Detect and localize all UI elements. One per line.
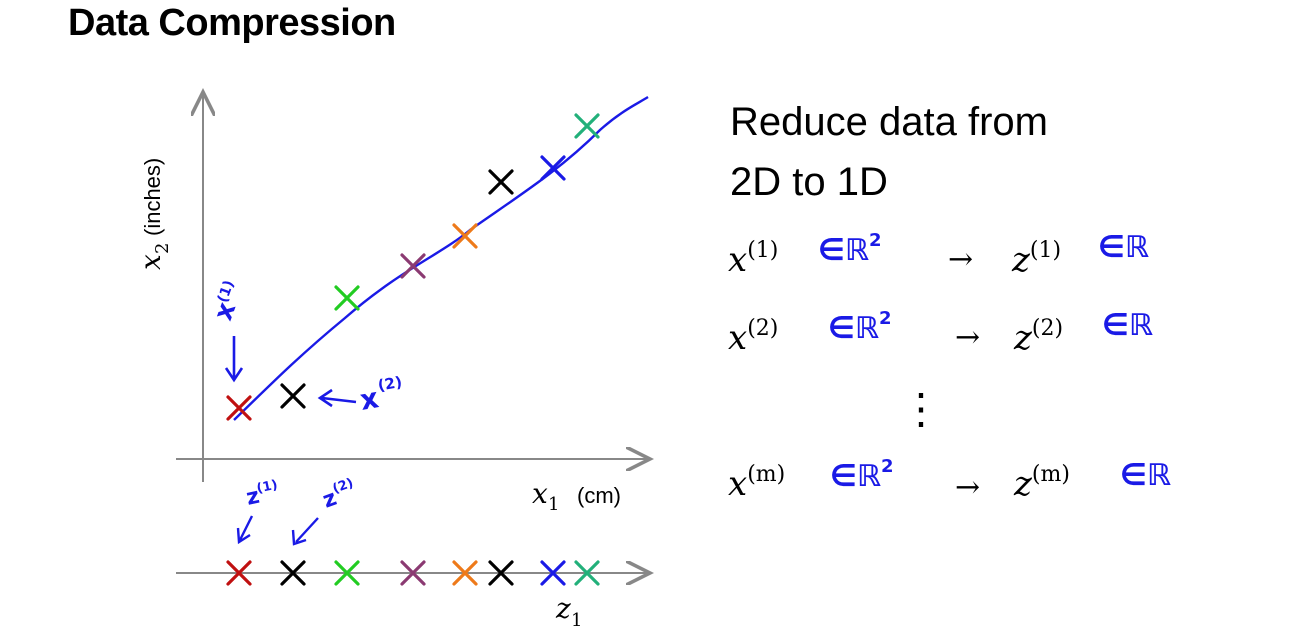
data-point-2d-3 [334,285,360,311]
page-title: Data Compression [68,2,396,44]
annotation-z2: z (2) [320,476,356,514]
data-point-2d-4 [400,253,426,279]
svg-text:x: x [134,254,167,270]
mapping-row-1-x-space: ∈ℝ2 [818,230,882,268]
mapping-row-m-arrow: → [955,470,981,505]
data-point-1d-7 [540,560,566,586]
svg-text:(1): (1) [215,278,238,305]
svg-text:x: x [357,381,381,417]
mapping-row-m-z-space: ∈ℝ [1120,458,1171,493]
mapping-row-1-z-space: ∈ℝ [1098,230,1149,265]
mapping-row-m-x-space: ∈ℝ2 [830,456,894,494]
data-point-1d-8 [574,560,600,586]
vertical-ellipsis: ⋮ [900,384,942,433]
projection-line [233,95,649,421]
annotation-z1-arrow [236,515,254,545]
data-point-1d-4 [400,560,426,586]
svg-text:(2): (2) [376,373,403,395]
mapping-row-m-z: z(m) [1014,462,1070,504]
svg-text:(1): (1) [255,478,279,497]
svg-text:x: x [532,477,548,510]
data-point-2d-5 [452,223,478,249]
description-line-1: Reduce data from [730,100,1048,144]
data-points-1d [226,560,600,586]
data-point-1d-2 [280,560,306,586]
annotation-z1: z (1) [244,478,279,511]
data-point-1d-1 [226,560,252,586]
description-line-2: 2D to 1D [730,160,888,204]
y-axis-label: x 2 (inches) [134,158,173,270]
svg-text:(cm): (cm) [577,483,621,508]
mapping-row-2-arrow: → [955,320,981,355]
data-point-1d-6 [488,560,514,586]
data-point-2d-1 [226,395,252,421]
mapping-row-1-z: z(1) [1012,238,1062,280]
annotation-x2: x (2) [357,373,403,417]
mapping-row-m-x: x(m) [728,462,786,504]
annotation-x1-arrow [224,336,244,383]
annotation-x2-arrow [317,388,357,408]
svg-text:1: 1 [571,610,582,631]
svg-text:(inches): (inches) [140,158,165,236]
mapping-row-1-arrow: → [948,242,974,277]
data-point-1d-5 [452,560,478,586]
x-axis-label: x 1 (cm) [532,477,621,515]
data-point-2d-6 [488,169,514,195]
mapping-row-2-x-space: ∈ℝ2 [828,308,892,346]
svg-text:z: z [555,592,571,625]
svg-text:2: 2 [152,243,173,254]
svg-text:1: 1 [548,494,559,515]
svg-text:z: z [244,484,262,511]
svg-text:(2): (2) [331,476,356,497]
mapping-row-2-z: z(2) [1014,316,1064,358]
z-axis-label: z 1 [555,592,582,631]
data-points-2d [226,113,600,421]
mapping-row-1-x: x(1) [728,238,779,280]
mapping-row-2-z-space: ∈ℝ [1102,308,1153,343]
data-point-1d-3 [334,560,360,586]
data-point-2d-2 [280,383,306,409]
annotation-x1: x (1) [208,278,242,324]
data-point-2d-8 [574,113,600,139]
data-point-2d-7 [540,155,566,181]
mapping-row-2-x: x(2) [728,316,779,358]
annotation-z2-arrow [291,517,319,546]
